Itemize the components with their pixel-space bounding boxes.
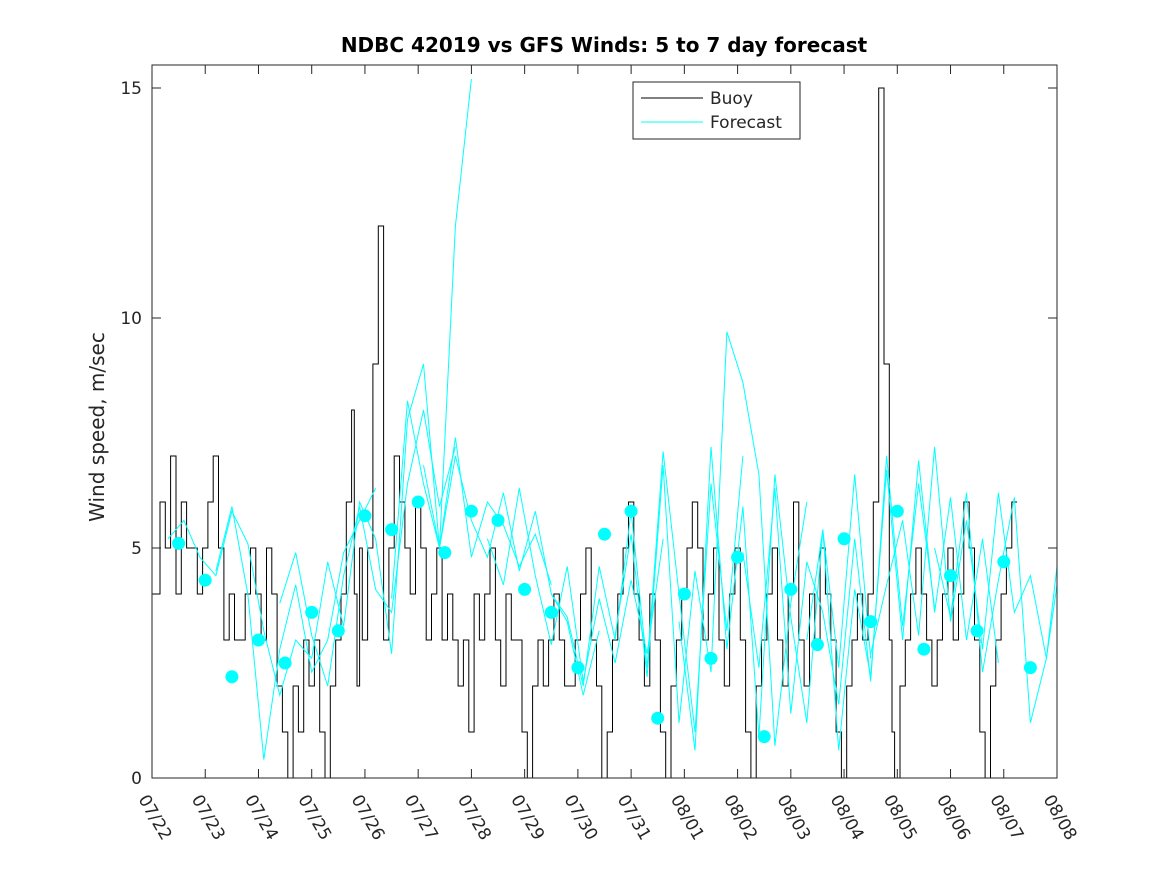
x-tick-label: 07/26 (347, 792, 389, 844)
forecast-marker (438, 546, 452, 560)
forecast-run-line-2 (215, 487, 377, 760)
forecast-run-line-5 (391, 400, 552, 599)
x-tick-label: 07/30 (560, 792, 602, 844)
forecast-marker (464, 504, 478, 518)
forecast-run-line-11 (742, 455, 936, 714)
forecast-marker (544, 605, 558, 619)
forecast-marker (784, 582, 798, 596)
forecast-marker (864, 615, 878, 629)
forecast-marker (970, 624, 984, 638)
legend: Buoy Forecast (632, 81, 801, 140)
forecast-marker (997, 555, 1011, 569)
forecast-marker (385, 523, 399, 537)
forecast-marker (810, 638, 824, 652)
forecast-marker (651, 711, 665, 725)
forecast-run-line-3 (279, 409, 456, 687)
plot-area (152, 78, 1058, 779)
x-tick-label: 07/25 (293, 792, 335, 844)
forecast-marker (305, 605, 319, 619)
legend-buoy-label: Buoy (710, 89, 753, 109)
x-tick-label: 07/23 (187, 792, 229, 844)
forecast-run-line-4 (311, 78, 472, 659)
forecast-marker (331, 624, 345, 638)
forecast-marker (411, 495, 425, 509)
forecast-marker (704, 651, 718, 665)
forecast-marker (757, 730, 771, 744)
axes: 0 5 10 15 07/22 07/23 07/24 07/25 07/26 07/27 07/2… (120, 65, 1080, 844)
forecast-run-line-10 (678, 446, 872, 751)
forecast-run-line-7 (486, 488, 664, 682)
x-tick-label: 08/01 (666, 792, 708, 844)
x-tick-label: 08/04 (826, 792, 868, 844)
x-tick-label: 07/24 (240, 792, 282, 844)
forecast-run-line-12 (806, 460, 999, 751)
x-tick-label: 08/02 (719, 792, 761, 844)
forecast-marker (491, 513, 505, 527)
forecast-marker (624, 504, 638, 518)
x-tick-label: 08/03 (772, 792, 814, 844)
x-tick-label: 07/31 (613, 792, 655, 844)
x-tick-label: 08/05 (879, 792, 921, 844)
y-tick-label: 15 (120, 79, 142, 99)
y-tick-label: 5 (131, 539, 142, 559)
forecast-marker (677, 587, 691, 601)
plot-frame (151, 64, 1058, 779)
x-tick-label: 08/06 (932, 792, 974, 844)
forecast-marker (172, 536, 186, 550)
x-tick-label: 07/28 (453, 792, 495, 844)
forecast-run-line-8 (550, 451, 744, 733)
forecast-marker (837, 532, 851, 546)
forecast-run-line-6 (423, 455, 600, 696)
forecast-marker (731, 550, 745, 564)
x-tick-label: 07/22 (134, 792, 176, 844)
forecast-marker (358, 509, 372, 523)
y-axis-label: Wind speed, m/sec (85, 332, 109, 522)
chart-title: NDBC 42019 vs GFS Winds: 5 to 7 day fore… (341, 33, 868, 57)
y-tick-label: 0 (131, 769, 142, 789)
forecast-marker (252, 633, 265, 647)
forecast-marker (598, 527, 611, 541)
y-tick-label: 10 (120, 309, 142, 329)
forecast-marker (225, 670, 239, 684)
forecast-marker (278, 656, 292, 670)
x-tick-label: 07/27 (400, 792, 442, 844)
forecast-marker (917, 642, 931, 656)
x-tick-label: 07/29 (506, 792, 548, 844)
forecast-marker (518, 582, 532, 596)
forecast-run-line-9 (614, 331, 808, 746)
forecast-marker (890, 504, 904, 518)
buoy-series-line (152, 87, 1018, 779)
forecast-run-line-1 (167, 509, 313, 698)
legend-forecast-label: Forecast (710, 113, 782, 133)
x-tick-label: 08/08 (1039, 792, 1081, 844)
forecast-marker (944, 569, 957, 583)
legend-box (632, 81, 801, 140)
forecast-marker (571, 661, 585, 675)
forecast-marker (198, 573, 212, 587)
x-tick-label: 08/07 (985, 792, 1027, 844)
forecast-marker (1023, 661, 1037, 675)
forecast-run-line-13 (870, 446, 1058, 659)
